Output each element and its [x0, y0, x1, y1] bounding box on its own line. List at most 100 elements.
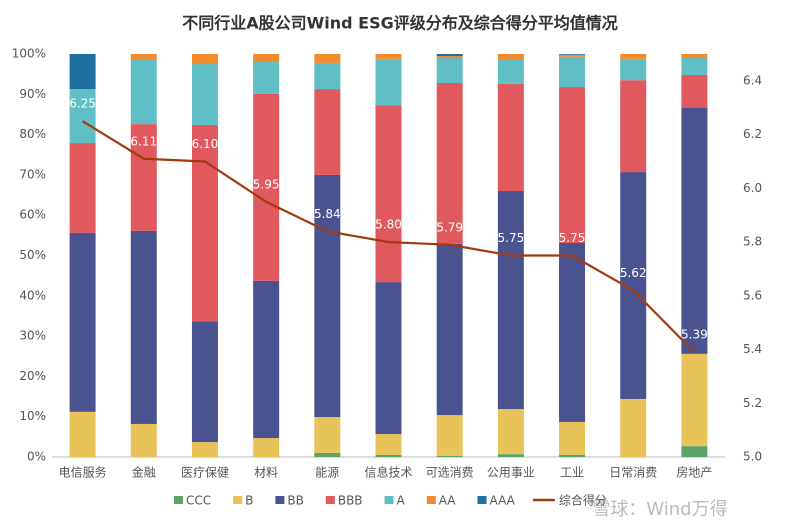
- y-tick-label: 10%: [19, 409, 46, 423]
- bar-segment: [191, 124, 218, 322]
- y-tick-label: 100%: [12, 47, 46, 61]
- bar-segment: [314, 62, 341, 90]
- y-tick-label: 40%: [19, 288, 46, 302]
- legend-swatch: [477, 496, 487, 504]
- bar-segment: [314, 452, 341, 457]
- watermark: 雪球：Wind万得: [592, 499, 727, 520]
- bar-segment: [191, 321, 218, 443]
- legend-swatch: [174, 496, 183, 504]
- bar-segment: [130, 423, 157, 457]
- data-label: 5.75: [498, 231, 525, 245]
- x-tick-label: 材料: [254, 466, 278, 480]
- bar-segment: [559, 56, 586, 88]
- x-tick-label: 房地产: [676, 465, 712, 480]
- data-label: 5.84: [314, 207, 341, 221]
- bar-segment: [436, 58, 463, 84]
- bar-segment: [436, 54, 463, 57]
- x-tick-label: 日常消费: [609, 466, 657, 480]
- legend-swatch: [426, 496, 436, 504]
- y2-tick-label: 5.4: [743, 342, 762, 356]
- bar-segment: [375, 54, 402, 59]
- bar-segment: [314, 174, 341, 418]
- data-label: 5.79: [436, 220, 463, 234]
- bar-segment: [253, 93, 280, 281]
- bar-segment: [497, 54, 524, 61]
- bar-segment: [559, 54, 586, 55]
- bar-segment: [130, 60, 157, 125]
- bar-segment: [681, 353, 708, 447]
- legend-label: 综合得分: [559, 493, 607, 508]
- y-tick-label: 60%: [19, 208, 46, 222]
- data-label: 5.80: [375, 218, 402, 232]
- bar-segment: [681, 58, 708, 75]
- bar-segment: [314, 417, 341, 453]
- bar-segment: [130, 124, 157, 231]
- bar-segment: [436, 455, 463, 457]
- bar-segment: [191, 64, 218, 125]
- legend-label: CCC: [186, 494, 211, 508]
- legend-swatch: [275, 496, 285, 504]
- bar-segment: [191, 442, 218, 457]
- bar-segment: [253, 280, 280, 439]
- bar-segment: [436, 243, 463, 416]
- x-tick-label: 能源: [315, 466, 339, 480]
- bar-segment: [69, 232, 96, 412]
- legend-label: BBB: [338, 494, 363, 508]
- x-tick-label: 工业: [560, 466, 584, 480]
- y2-tick-label: 6.2: [743, 127, 762, 141]
- data-label: 5.75: [559, 231, 586, 245]
- bar-segment: [69, 89, 96, 144]
- bar-segment: [497, 409, 524, 455]
- chart-title: 不同行业A股公司Wind ESG评级分布及综合得分平均值情况: [182, 14, 618, 33]
- y2-tick-label: 6.4: [743, 73, 762, 87]
- data-label: 5.95: [253, 177, 280, 191]
- legend-label: BB: [287, 494, 303, 508]
- y-tick-label: 20%: [19, 369, 46, 383]
- legend-label: AAA: [490, 494, 516, 508]
- y-tick-label: 30%: [19, 329, 46, 343]
- bar-segment: [375, 105, 402, 283]
- bar-segment: [375, 454, 402, 457]
- y2-tick-label: 5.8: [743, 235, 762, 249]
- bar-segment: [559, 421, 586, 455]
- bar-segment: [559, 54, 586, 57]
- bar-segment: [681, 446, 708, 457]
- bar-segment: [375, 434, 402, 455]
- bar-segment: [130, 54, 157, 61]
- bar-segment: [314, 89, 341, 175]
- x-tick-label: 金融: [132, 465, 156, 480]
- bar-segment: [497, 60, 524, 84]
- y2-tick-label: 6.0: [743, 181, 762, 195]
- x-tick-label: 医疗保健: [181, 466, 229, 480]
- legend-label: A: [397, 494, 406, 508]
- y-tick-label: 50%: [19, 248, 46, 262]
- y2-tick-label: 5.6: [743, 288, 762, 302]
- y2-tick-label: 5.2: [743, 396, 762, 410]
- bar-segment: [497, 454, 524, 457]
- y-tick-label: 90%: [19, 87, 46, 101]
- bar-segment: [253, 54, 280, 63]
- bar-segment: [191, 54, 218, 65]
- y-tick-label: 70%: [19, 167, 46, 181]
- bar-segment: [436, 415, 463, 456]
- bar-segment: [681, 74, 708, 109]
- bar-segment: [559, 243, 586, 422]
- bar-segment: [620, 58, 647, 81]
- bar-segment: [314, 54, 341, 63]
- bar-segment: [130, 230, 157, 424]
- data-label: 6.10: [192, 137, 219, 151]
- y-tick-label: 0%: [27, 450, 46, 464]
- bar-segment: [436, 83, 463, 244]
- bar-segment: [375, 282, 402, 435]
- bar-segment: [69, 143, 96, 233]
- data-label: 5.39: [681, 328, 708, 342]
- bar-segment: [620, 54, 647, 59]
- bar-segment: [69, 411, 96, 457]
- bar-segment: [436, 56, 463, 59]
- bar-segment: [497, 83, 524, 192]
- data-label: 6.25: [69, 97, 96, 111]
- bar-segment: [253, 438, 280, 457]
- y2-tick-label: 5.0: [743, 450, 762, 464]
